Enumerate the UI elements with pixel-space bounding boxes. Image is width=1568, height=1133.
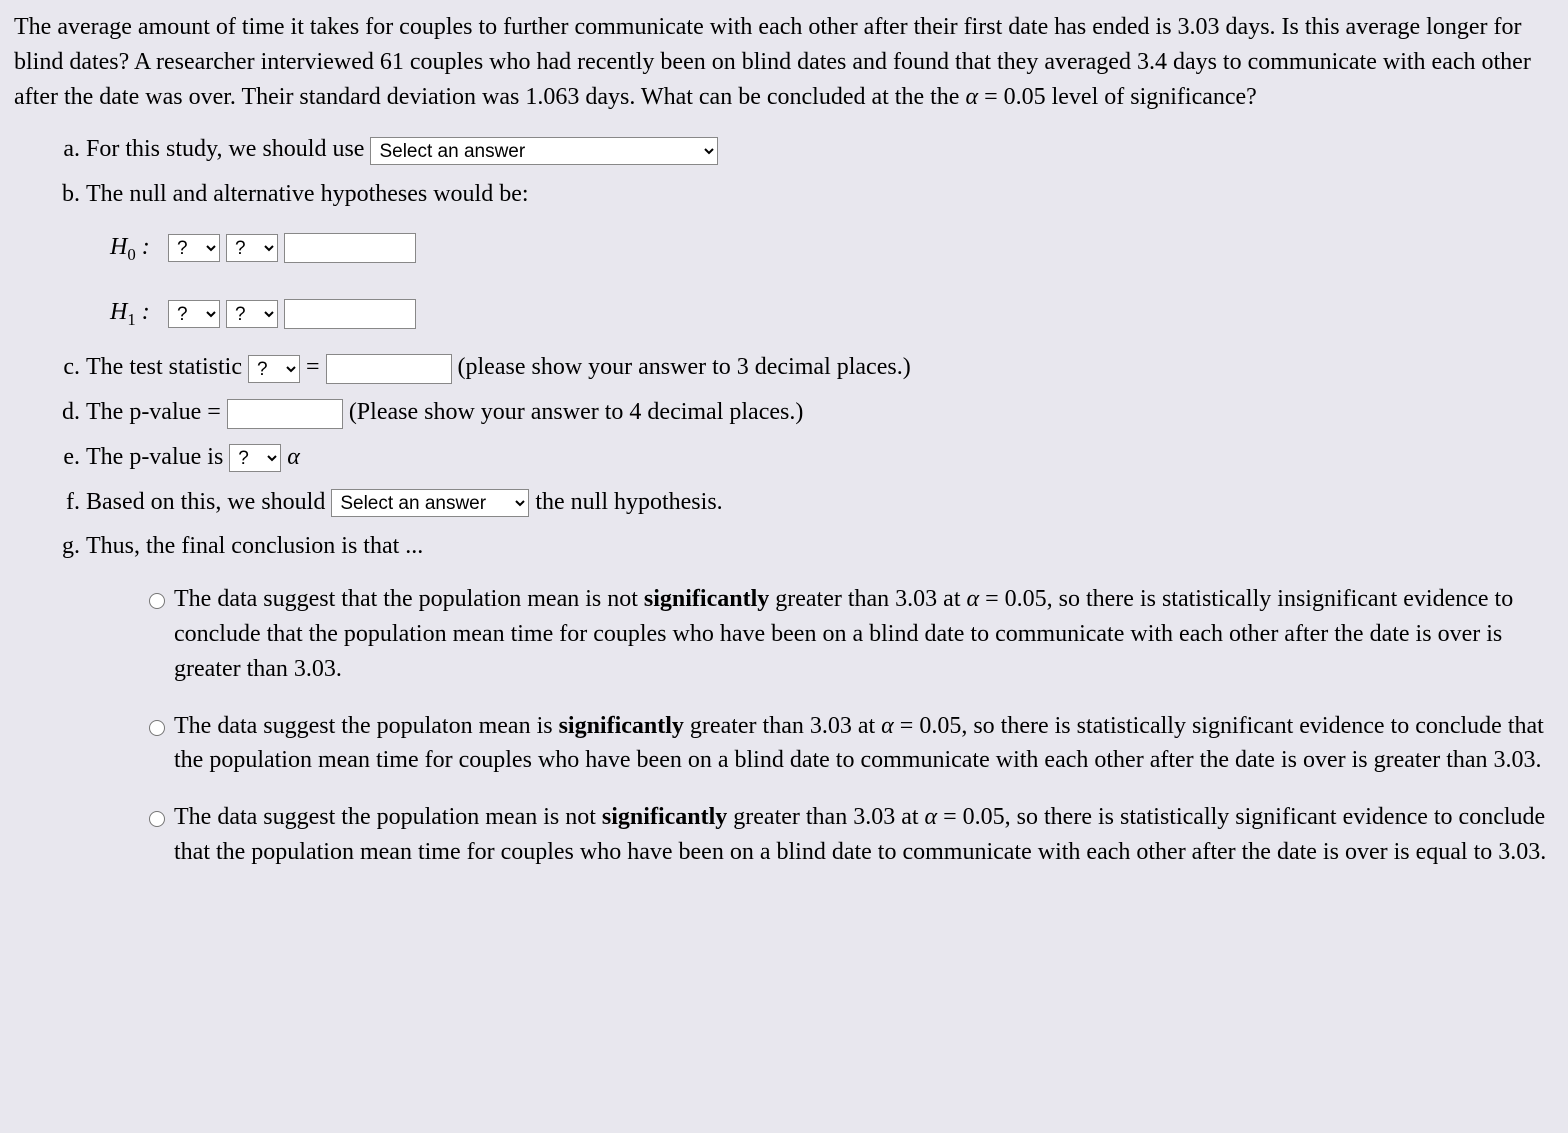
- item-b: The null and alternative hypotheses woul…: [86, 177, 1554, 332]
- h0-value-input[interactable]: [284, 233, 416, 263]
- pvalue-input[interactable]: [227, 399, 343, 429]
- f-text1: Based on this, we should: [86, 489, 331, 515]
- intro-text-b: = 0.05 level of significance?: [978, 84, 1257, 110]
- opt3-b: greater than 3.03 at: [727, 804, 924, 830]
- item-c: The test statistic ? = (please show your…: [86, 350, 1554, 385]
- opt3-a: The data suggest the population mean is …: [174, 804, 602, 830]
- alpha-symbol: α: [965, 84, 978, 110]
- opt3-bold: significantly: [602, 804, 727, 830]
- g-text1: Thus, the final conclusion is that ...: [86, 533, 423, 559]
- c-eq: =: [306, 354, 326, 380]
- conclusion-options: The data suggest that the population mea…: [86, 582, 1554, 870]
- h1-label: H1 :: [110, 295, 162, 332]
- c-text2: (please show your answer to 3 decimal pl…: [458, 354, 911, 380]
- h1-op-select[interactable]: ?: [226, 300, 278, 328]
- opt2-bold: significantly: [559, 713, 684, 739]
- opt1-bold: significantly: [644, 586, 769, 612]
- h1-row: H1 : ? ?: [110, 295, 1554, 332]
- conclusion-option-1: The data suggest that the population mea…: [144, 582, 1554, 686]
- h1-param-select[interactable]: ?: [168, 300, 220, 328]
- opt1-a: The data suggest that the population mea…: [174, 586, 644, 612]
- study-type-select[interactable]: Select an answer: [370, 137, 718, 165]
- a-text: For this study, we should use: [86, 136, 370, 162]
- conclusion-radio-2[interactable]: [149, 720, 165, 736]
- problem-intro: The average amount of time it takes for …: [14, 10, 1554, 114]
- opt1-alpha: α: [967, 586, 980, 612]
- e-alpha: α: [287, 444, 300, 470]
- opt2-alpha: α: [881, 713, 894, 739]
- hypotheses-block: H0 : ? ? H1 : ? ?: [110, 230, 1554, 332]
- conclusion-option-3: The data suggest the population mean is …: [144, 800, 1554, 870]
- opt3-alpha: α: [925, 804, 938, 830]
- conclusion-radio-3[interactable]: [149, 811, 165, 827]
- h0-op-select[interactable]: ?: [226, 234, 278, 262]
- opt2-a: The data suggest the populaton mean is: [174, 713, 559, 739]
- b-text: The null and alternative hypotheses woul…: [86, 181, 529, 207]
- item-d: The p-value = (Please show your answer t…: [86, 395, 1554, 430]
- stat-symbol-select[interactable]: ?: [248, 355, 300, 383]
- decision-select[interactable]: Select an answer: [331, 489, 529, 517]
- h0-label: H0 :: [110, 230, 162, 267]
- item-a: For this study, we should use Select an …: [86, 132, 1554, 167]
- pvalue-compare-select[interactable]: ?: [229, 444, 281, 472]
- h1-value-input[interactable]: [284, 299, 416, 329]
- f-text2: the null hypothesis.: [535, 489, 722, 515]
- item-g: Thus, the final conclusion is that ... T…: [86, 529, 1554, 869]
- item-f: Based on this, we should Select an answe…: [86, 485, 1554, 520]
- e-text1: The p-value is: [86, 444, 229, 470]
- stat-value-input[interactable]: [326, 354, 452, 384]
- question-list: For this study, we should use Select an …: [14, 132, 1554, 869]
- h0-row: H0 : ? ?: [110, 230, 1554, 267]
- opt1-b: greater than 3.03 at: [769, 586, 966, 612]
- c-text1: The test statistic: [86, 354, 248, 380]
- opt2-b: greater than 3.03 at: [684, 713, 881, 739]
- d-text2: (Please show your answer to 4 decimal pl…: [349, 399, 804, 425]
- intro-text-a: The average amount of time it takes for …: [14, 14, 1531, 110]
- h0-param-select[interactable]: ?: [168, 234, 220, 262]
- d-text1: The p-value =: [86, 399, 227, 425]
- conclusion-option-2: The data suggest the populaton mean is s…: [144, 709, 1554, 779]
- item-e: The p-value is ? α: [86, 440, 1554, 475]
- conclusion-radio-1[interactable]: [149, 593, 165, 609]
